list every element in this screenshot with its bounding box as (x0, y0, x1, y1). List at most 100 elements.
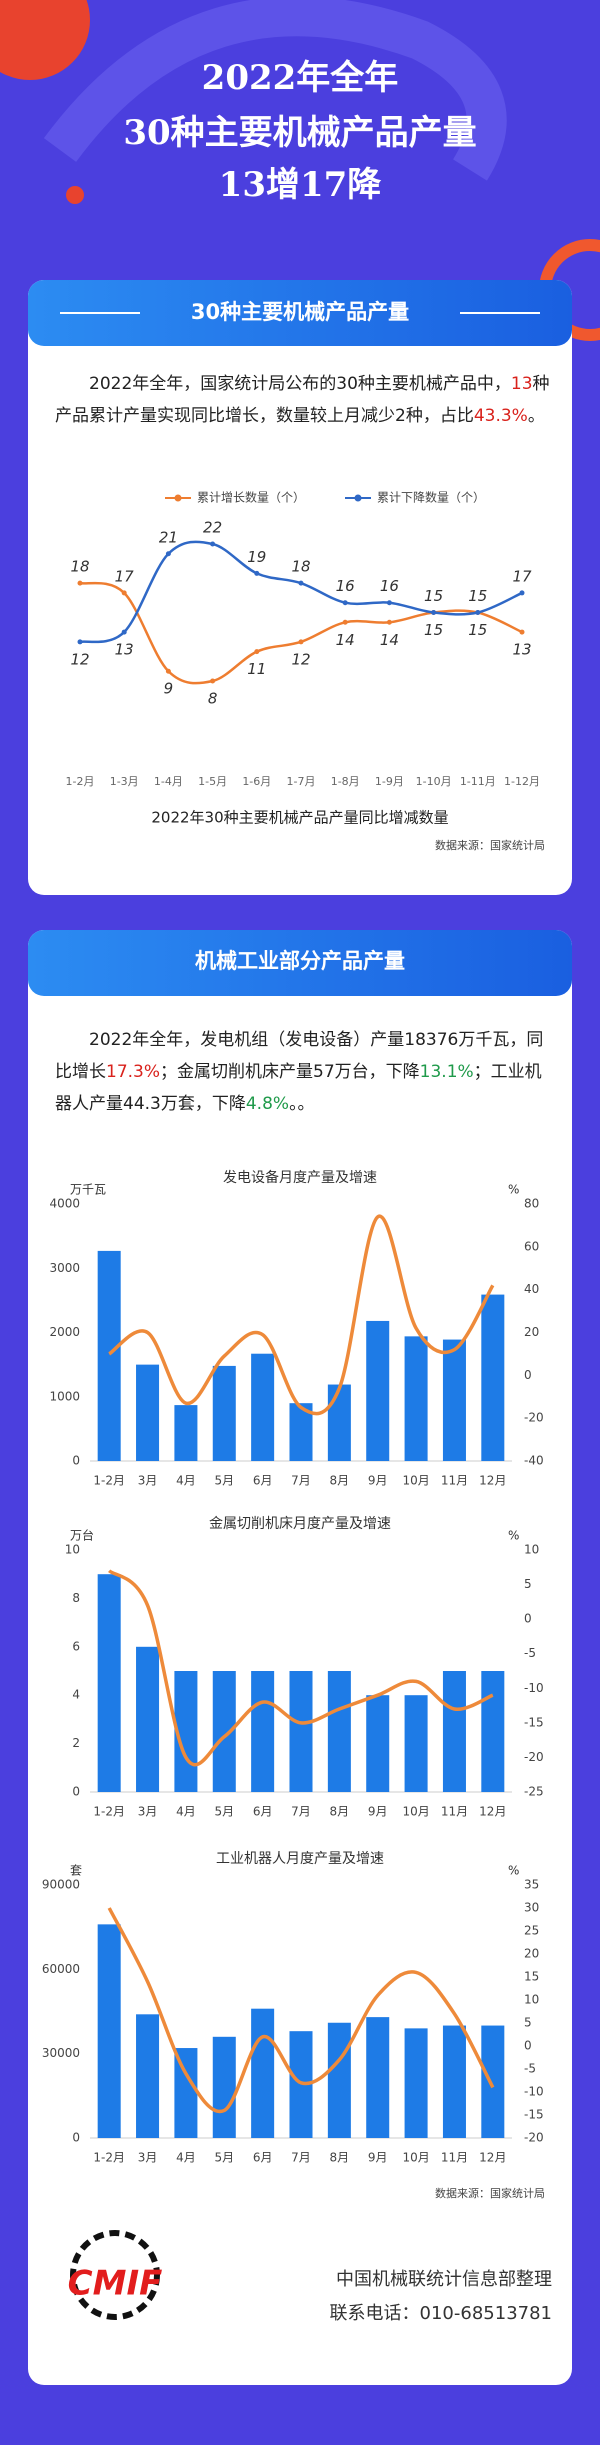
growth-line (108, 1569, 494, 1767)
x-tick-label: 4月 (176, 2151, 196, 2165)
y-tick-label: 4000 (49, 1197, 80, 1211)
bar (136, 1646, 160, 1792)
value-label: 15 (424, 587, 443, 605)
y2-tick-label: 80 (524, 1197, 539, 1211)
point (342, 600, 348, 606)
paragraph-text: 种产品累计产量实现同比增长，数量较上月减少2种，占比 (55, 374, 550, 426)
value-label: 16 (380, 577, 399, 595)
y-tick-label: 3000 (49, 1261, 80, 1275)
point (519, 629, 525, 635)
x-tick-label: 1-8月 (331, 775, 360, 788)
y2-tick-label: 10 (524, 1543, 539, 1557)
source: 数据来源：国家统计局 (435, 838, 545, 852)
point (254, 570, 260, 576)
y-tick-label: 0 (72, 2131, 80, 2145)
x-tick-label: 8月 (330, 2151, 350, 2165)
y-tick-label: 6 (72, 1639, 80, 1653)
y2-tick-label: -15 (524, 2108, 544, 2122)
x-tick-label: 1-3月 (110, 775, 139, 788)
decor (0, 0, 90, 80)
value-label: 19 (247, 548, 266, 566)
x-tick-label: 4月 (176, 1474, 196, 1488)
y-tick-label: 2000 (49, 1325, 80, 1339)
y2-tick-label: -5 (524, 1646, 536, 1660)
title: 13增17降 (219, 165, 383, 205)
x-tick-label: 10月 (402, 1474, 429, 1488)
y2-tick-label: 20 (524, 1947, 539, 1961)
growth-line (107, 1907, 495, 2114)
bar (366, 2017, 390, 2138)
value-label: 12 (70, 650, 89, 668)
y2-axis-label: % (508, 1864, 519, 1878)
title: 2022年全年 (202, 58, 399, 98)
y-axis-label: 万千瓦 (70, 1183, 106, 1197)
x-tick-label: 1-2月 (93, 2151, 125, 2165)
y2-tick-label: 35 (524, 1878, 539, 1892)
bar (404, 1695, 428, 1792)
card-heading: 30种主要机械产品产量 (191, 300, 409, 324)
value-label: 14 (336, 631, 355, 649)
point (386, 600, 392, 606)
paragraph-text: 2022年全年，国家统计局公布的30种主要机械产品中， (89, 374, 511, 394)
paragraph-text: 。 (527, 406, 545, 426)
x-tick-label: 10月 (402, 1805, 429, 1819)
value-label: 22 (203, 519, 222, 537)
y2-tick-label: -20 (524, 1411, 544, 1425)
point (475, 610, 481, 615)
x-tick-label: 1-2月 (93, 1805, 125, 1819)
point (342, 619, 348, 625)
bar (404, 2028, 428, 2138)
point (431, 610, 437, 615)
title: 30种主要机械产品产量 (123, 113, 476, 153)
y-tick-label: 60000 (42, 1962, 80, 1976)
bar (174, 2048, 198, 2138)
paragraph-text: ；工业机器人产量44.3万套，下降 (55, 1062, 542, 1114)
value-label: 15 (468, 587, 487, 605)
y2-tick-label: 0 (524, 1612, 532, 1626)
x-tick-label: 6月 (253, 1805, 273, 1819)
chart-title: 金属切削机床月度产量及增速 (209, 1516, 391, 1532)
x-tick-label: 4月 (176, 1805, 196, 1819)
value-label: 13 (115, 641, 134, 659)
card (28, 280, 572, 895)
paragraph-text: 13.1% (419, 1062, 474, 1082)
x-tick-label: 6月 (253, 1474, 273, 1488)
decor (66, 186, 84, 204)
y-axis-label: 万台 (70, 1528, 94, 1543)
bar (212, 2036, 236, 2138)
x-tick-label: 1-7月 (287, 775, 316, 788)
y-tick-label: 30000 (42, 2046, 80, 2060)
bar (251, 1671, 275, 1792)
paragraph-text: 17.3% (106, 1062, 161, 1082)
bar (442, 1339, 466, 1461)
x-tick-label: 5月 (214, 1474, 234, 1488)
x-tick-label: 11月 (441, 1474, 468, 1488)
logo-gear (70, 2230, 160, 2320)
x-tick-label: 10月 (402, 2151, 429, 2165)
x-tick-label: 1-5月 (198, 775, 227, 788)
y2-tick-label: -40 (524, 1454, 544, 1468)
growth-line (108, 1214, 495, 1416)
x-tick-label: 12月 (479, 1805, 506, 1819)
x-tick-label: 7月 (291, 1474, 311, 1488)
point (77, 580, 83, 586)
bar (366, 1695, 390, 1792)
value-label: 14 (380, 631, 399, 649)
y2-tick-label: 20 (524, 1325, 539, 1339)
x-tick-label: 1-10月 (416, 775, 452, 788)
point (298, 639, 304, 645)
bar (212, 1671, 236, 1792)
y2-tick-label: -10 (524, 2085, 544, 2099)
bar (251, 1353, 275, 1461)
paragraph: 2022年全年，国家统计局公布的30种主要机械产品中，13种产品累计产量实现同比… (55, 368, 550, 432)
card-heading-bg (28, 930, 572, 996)
y2-tick-label: -20 (524, 1750, 544, 1764)
chart-title: 发电设备月度产量及增速 (223, 1169, 377, 1186)
point (519, 590, 525, 596)
bar (97, 1250, 121, 1461)
value-label: 13 (512, 641, 531, 659)
y2-tick-label: 15 (524, 1970, 539, 1984)
value-label: 9 (164, 680, 174, 698)
legend-marker (174, 494, 182, 502)
bar (404, 1336, 428, 1461)
